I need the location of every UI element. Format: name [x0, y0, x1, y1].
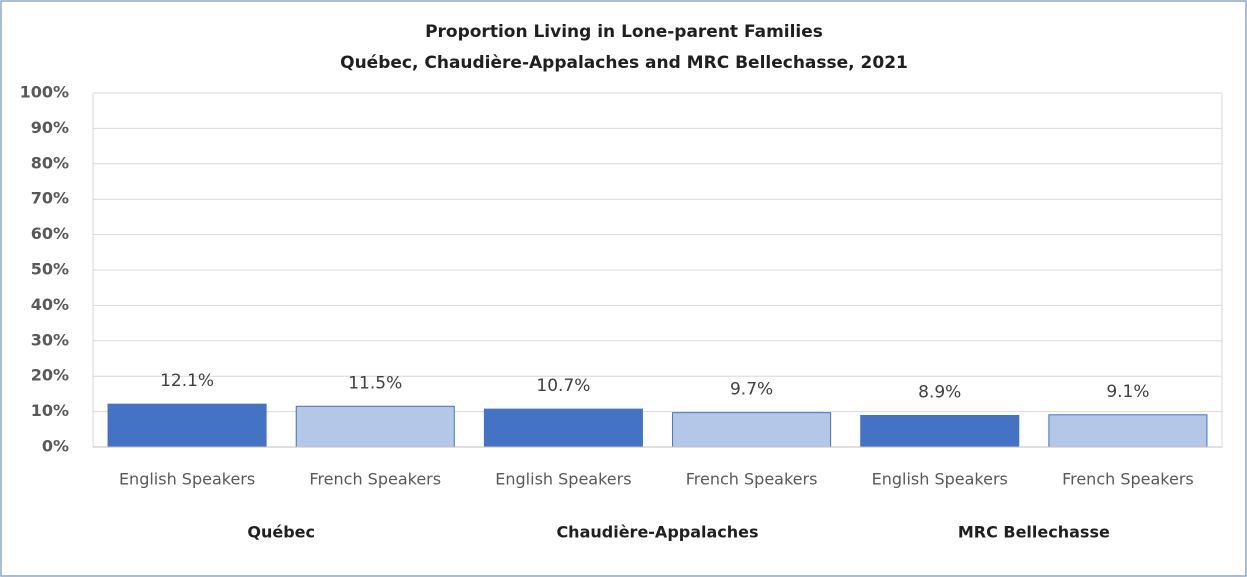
y-tick-label: 80% — [31, 153, 69, 172]
x-tick-label: English Speakers — [872, 470, 1008, 489]
value-label: 8.9% — [918, 382, 961, 402]
y-tick-label: 70% — [31, 189, 69, 208]
chart-subtitle: Québec, Chaudière-Appalaches and MRC Bel… — [340, 53, 908, 73]
value-label: 12.1% — [160, 371, 214, 391]
value-label: 9.1% — [1106, 382, 1149, 402]
y-tick-label: 20% — [31, 366, 69, 385]
value-label: 10.7% — [536, 376, 590, 396]
chart-title: Proportion Living in Lone-parent Familie… — [425, 22, 823, 42]
y-tick-label: 40% — [31, 295, 69, 314]
group-label: Chaudière-Appalaches — [556, 523, 758, 542]
y-tick-label: 60% — [31, 224, 69, 243]
value-label: 9.7% — [730, 380, 773, 400]
bar — [860, 414, 1020, 448]
bar — [483, 408, 643, 448]
bar — [295, 405, 455, 448]
x-tick-label: French Speakers — [686, 470, 818, 489]
bar — [1048, 414, 1208, 448]
y-tick-label: 0% — [42, 437, 69, 456]
group-label: Québec — [247, 523, 315, 542]
y-tick-label: 100% — [20, 83, 69, 102]
bar — [672, 412, 832, 448]
x-tick-label: French Speakers — [1062, 470, 1194, 489]
y-tick-label: 90% — [31, 118, 69, 137]
x-tick-label: French Speakers — [309, 470, 441, 489]
y-tick-label: 30% — [31, 330, 69, 349]
value-label: 11.5% — [348, 373, 402, 393]
x-tick-label: English Speakers — [119, 470, 255, 489]
bar — [107, 403, 267, 448]
x-tick-label: English Speakers — [495, 470, 631, 489]
y-tick-label: 50% — [31, 260, 69, 279]
y-tick-label: 10% — [31, 401, 69, 420]
group-label: MRC Bellechasse — [958, 523, 1110, 542]
